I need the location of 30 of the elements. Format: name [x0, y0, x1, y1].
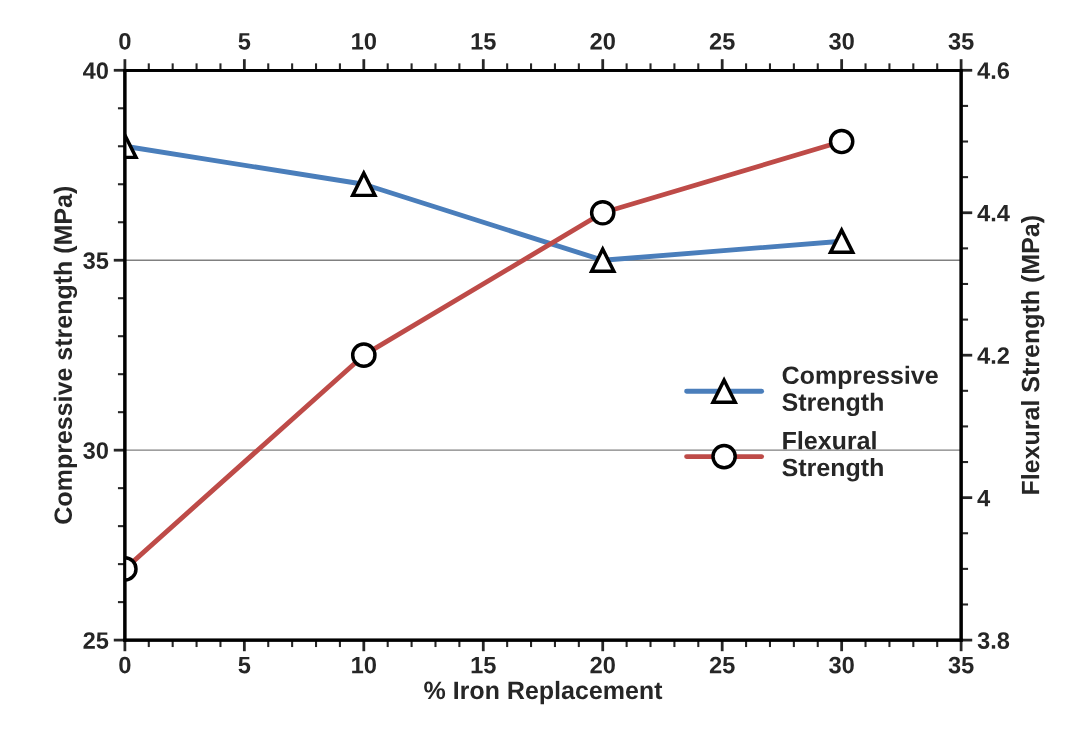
y2-tick-label: 3.8 [977, 632, 1010, 649]
legend-label: Flexural Strength [782, 431, 883, 482]
x-axis-title: % Iron Replacement [424, 680, 663, 705]
x2-tick-label: 25 [709, 32, 735, 50]
y-tick-label: 30 [83, 442, 108, 459]
x-tick-label: 10 [352, 656, 376, 674]
x2-tick-label: 10 [352, 32, 376, 50]
x2-tick-label: 35 [948, 32, 974, 50]
y-tick-label: 35 [83, 252, 109, 270]
y2-tick-label: 4.4 [977, 205, 1010, 222]
y2-tick-label: 4 [977, 489, 991, 507]
x-tick-label: 25 [709, 656, 735, 674]
x-tick-label: 20 [590, 656, 615, 674]
x2-tick-label: 5 [238, 33, 251, 50]
x-tick-label: 15 [471, 656, 496, 674]
legend-label: Compressive Strength [782, 365, 938, 417]
y-tick-label: 40 [83, 62, 108, 80]
y2-tick-label: 4.2 [977, 347, 1009, 364]
x2-tick-label: 0 [119, 32, 131, 50]
y-axis-title: Compressive strength (MPa) [53, 186, 78, 524]
x-tick-label: 5 [238, 656, 251, 674]
x-tick-label: 0 [119, 656, 131, 674]
x2-tick-label: 15 [471, 33, 496, 50]
x2-tick-label: 30 [829, 32, 854, 50]
x-tick-label: 30 [829, 656, 854, 674]
y2-tick-label: 4.6 [977, 62, 1010, 80]
y2-axis-title: Flexural Strength (MPa) [1021, 216, 1045, 494]
x-tick-label: 35 [948, 656, 974, 674]
y-tick-label: 25 [83, 632, 109, 649]
x2-tick-label: 20 [590, 32, 615, 50]
